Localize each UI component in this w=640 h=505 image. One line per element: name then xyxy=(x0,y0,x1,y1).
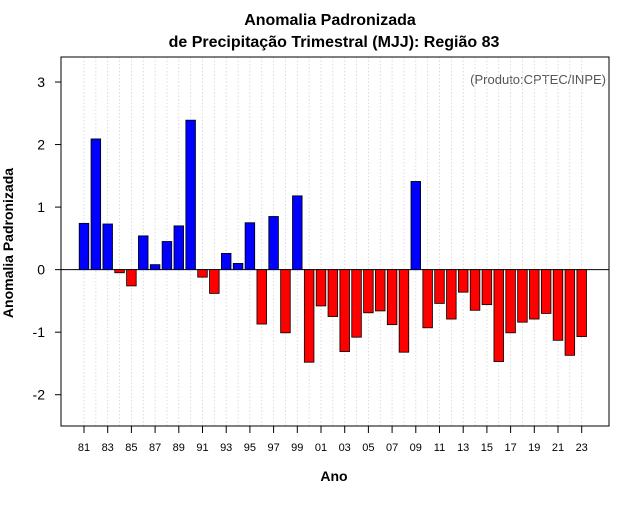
x-tick-label: 21 xyxy=(552,442,564,454)
x-tick-label: 13 xyxy=(457,442,469,454)
bar-21 xyxy=(552,269,564,341)
source-annotation: (Produto:CPTEC/INPE) xyxy=(470,72,606,87)
bar-88 xyxy=(161,241,173,271)
chart-title: Anomalia Padronizada xyxy=(244,12,416,29)
bar-01 xyxy=(315,269,327,307)
x-tick-label: 89 xyxy=(173,442,185,454)
bar-05 xyxy=(363,269,374,314)
x-tick-label: 07 xyxy=(386,442,398,454)
x-tick-label: 85 xyxy=(125,442,137,454)
x-tick-label: 17 xyxy=(504,442,516,454)
bar-83 xyxy=(102,223,113,271)
y-tick-label: 3 xyxy=(37,74,45,90)
bar-86 xyxy=(138,235,149,271)
bar-02 xyxy=(327,269,339,317)
bar-13 xyxy=(457,269,469,293)
bar-03 xyxy=(339,269,350,352)
bar-85 xyxy=(126,269,137,287)
x-tick-label: 99 xyxy=(291,442,303,454)
y-tick-label: -2 xyxy=(33,387,46,403)
x-tick-label: 03 xyxy=(339,442,351,454)
plot-frame xyxy=(60,56,610,427)
bar-11 xyxy=(434,269,445,304)
x-axis-label: Ano xyxy=(320,468,347,484)
bar-16 xyxy=(493,269,504,362)
x-tick-label: 15 xyxy=(481,442,493,454)
x-tick-label: 19 xyxy=(528,442,540,454)
bar-20 xyxy=(540,269,552,314)
bar-09 xyxy=(410,181,422,271)
bars xyxy=(78,119,587,363)
y-tick-label: 1 xyxy=(37,199,45,215)
y-axis-label: Anomalia Padronizada xyxy=(0,168,16,318)
bar-94 xyxy=(232,262,244,271)
y-tick-label: 2 xyxy=(37,137,45,153)
bar-18 xyxy=(517,269,528,323)
x-tick-label: 95 xyxy=(244,442,256,454)
x-tick-label: 09 xyxy=(410,442,422,454)
bar-10 xyxy=(422,269,433,329)
bar-97 xyxy=(268,216,279,271)
bar-19 xyxy=(529,269,540,320)
x-tick-label: 83 xyxy=(102,442,114,454)
bar-15 xyxy=(481,269,493,306)
bar-87 xyxy=(149,264,161,271)
bar-00 xyxy=(303,269,315,363)
bar-95 xyxy=(244,222,256,271)
y-tick-label: -1 xyxy=(33,324,46,340)
bar-82 xyxy=(90,138,102,271)
bar-91 xyxy=(197,269,208,278)
bar-23 xyxy=(576,269,587,337)
bar-89 xyxy=(173,225,185,271)
x-tick-label: 11 xyxy=(434,442,445,454)
bar-07 xyxy=(386,269,398,326)
bar-92 xyxy=(209,269,220,294)
x-tick-label: 93 xyxy=(220,442,232,454)
bar-12 xyxy=(446,269,457,320)
x-tick-label: 91 xyxy=(196,442,208,454)
bar-93 xyxy=(220,252,232,271)
bar-99 xyxy=(292,195,303,271)
bar-90 xyxy=(185,119,196,271)
x-tick-label: 97 xyxy=(267,442,279,454)
x-tick-label: 01 xyxy=(315,442,327,454)
bar-96 xyxy=(256,269,267,325)
x-tick-label: 81 xyxy=(78,442,90,454)
bar-06 xyxy=(375,269,386,312)
x-tick-label: 05 xyxy=(362,442,374,454)
bar-81 xyxy=(78,222,90,271)
x-tick-label: 87 xyxy=(149,442,161,454)
y-tick-label: 0 xyxy=(37,262,45,278)
bar-84 xyxy=(114,269,125,274)
chart-subtitle: de Precipitação Trimestral (MJJ): Região… xyxy=(169,34,500,51)
bar-08 xyxy=(398,269,410,353)
bar-17 xyxy=(505,269,516,334)
bar-22 xyxy=(564,269,576,356)
bar-98 xyxy=(280,269,291,334)
bar-14 xyxy=(469,269,481,311)
x-tick-label: 23 xyxy=(576,442,588,454)
bar-04 xyxy=(351,269,362,338)
